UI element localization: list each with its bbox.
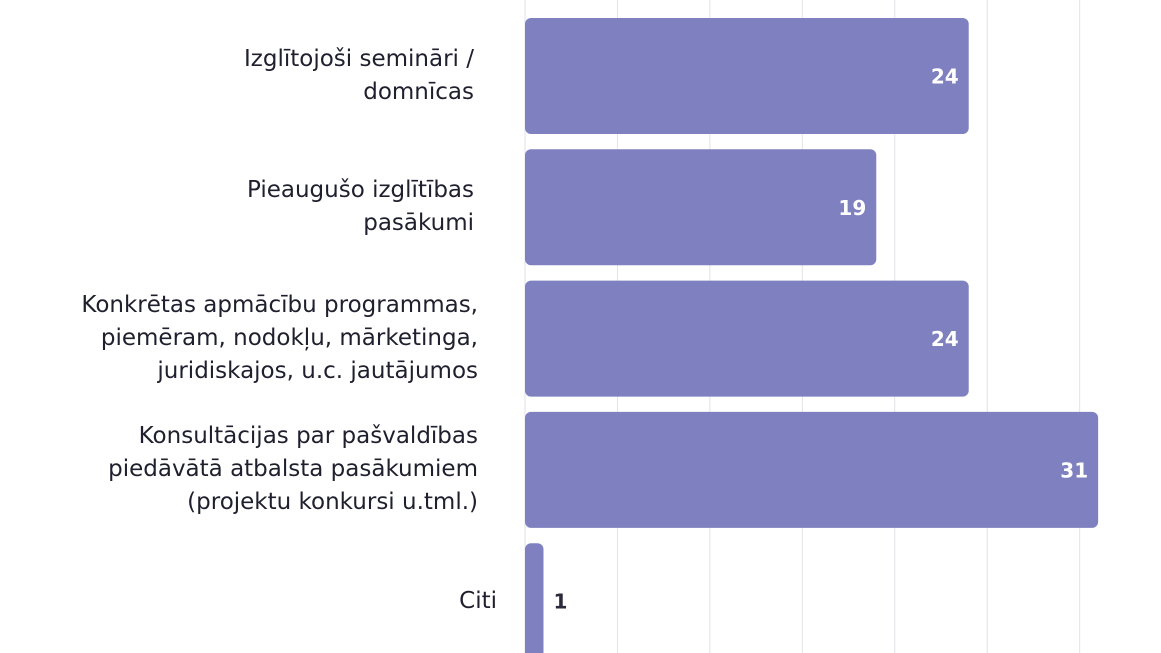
category-text: Pieaugušo izglītības pasākumi — [246, 177, 474, 237]
bar — [525, 543, 544, 653]
category-label: Konkrētas apmācību programmas, piemēram,… — [3, 281, 478, 397]
value-label: 31 — [1060, 458, 1088, 482]
bar — [525, 280, 969, 397]
category-label: Izglītojoši semināri / domnīcas — [164, 18, 474, 134]
bar — [525, 18, 969, 134]
category-text: Izglītojoši semināri / domnīcas — [244, 46, 474, 105]
category-text: Konkrētas apmācību programmas, piemēram,… — [81, 292, 478, 385]
value-label: 19 — [838, 196, 866, 220]
value-label: 1 — [553, 590, 567, 614]
category-text: Konsultācijas par pašvaldības piedāvātā … — [108, 423, 478, 516]
category-label: Konsultācijas par pašvaldības piedāvātā … — [33, 412, 478, 528]
category-text: Citi — [459, 587, 497, 614]
bar — [525, 411, 1099, 528]
value-label: 24 — [931, 65, 959, 89]
category-label: Pieaugušo izglītības pasākumi — [164, 149, 474, 265]
bar — [525, 149, 877, 266]
category-label: Citi — [197, 543, 497, 653]
value-label: 24 — [931, 327, 959, 351]
